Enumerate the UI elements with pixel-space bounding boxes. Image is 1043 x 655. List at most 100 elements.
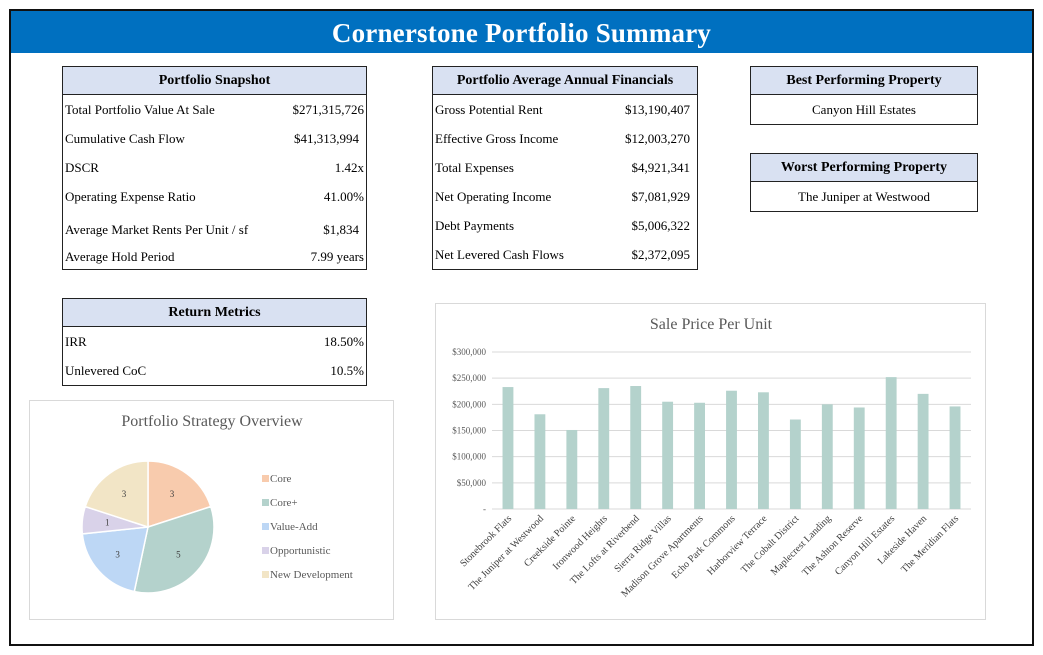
table-row: Unlevered CoC 10.5% — [63, 356, 366, 385]
pie-slice-value-add — [81, 526, 149, 593]
bar — [726, 390, 737, 509]
y-tick-label: $50,000 — [457, 478, 487, 488]
best-property-card: Best Performing Property Canyon Hill Est… — [750, 66, 978, 125]
pie-chart-title: Portfolio Strategy Overview — [121, 413, 303, 430]
row-value: 7.99 years — [310, 249, 364, 264]
table-row: Net Operating Income $7,081,929 — [433, 182, 697, 211]
y-tick-label: $150,000 — [452, 426, 486, 436]
pie-data-label: 3 — [122, 489, 127, 499]
bar — [566, 429, 578, 509]
bar — [694, 402, 705, 509]
bar — [598, 388, 610, 509]
y-tick-label: $200,000 — [452, 399, 486, 409]
row-value: $7,081,929 — [631, 189, 691, 204]
bar — [662, 401, 674, 509]
row-label: Total Expenses — [435, 160, 514, 175]
legend-label: Value-Add — [270, 521, 318, 533]
worst-property-heading: Worst Performing Property — [751, 154, 977, 182]
pie-data-label: 3 — [115, 549, 120, 559]
x-tick-label: The Meridian Flats — [899, 513, 961, 575]
row-value: $2,372,095 — [631, 247, 691, 262]
strategy-pie-svg: Portfolio Strategy Overview 3 5 3 1 3 Core Co… — [81, 413, 353, 594]
best-property-value: Canyon Hill Estates — [812, 102, 916, 117]
legend-swatch — [262, 523, 269, 530]
table-row: Average Market Rents Per Unit / sf $1,834 — [63, 211, 366, 244]
row-value: 10.5% — [330, 363, 364, 378]
pie-slice-core — [147, 460, 212, 529]
table-row: IRR 18.50% — [63, 327, 366, 356]
return-metrics-card: Return Metrics IRR 18.50% Unlevered CoC 10… — [62, 298, 367, 386]
table-row: Average Hold Period 7.99 years — [63, 244, 366, 269]
row-value: $4,921,341 — [631, 160, 691, 175]
legend-label: New Development — [270, 569, 353, 581]
bar-chart-title: Sale Price Per Unit — [650, 316, 773, 333]
table-row: DSCR 1.42x — [63, 153, 366, 182]
y-tick-label: $300,000 — [452, 347, 486, 357]
legend-swatch — [262, 475, 269, 482]
bar — [789, 419, 801, 509]
row-label: Gross Potential Rent — [435, 102, 543, 117]
table-row: Gross Potential Rent $13,190,407 — [433, 95, 697, 124]
row-label: Effective Gross Income — [435, 131, 559, 146]
legend-label: Core+ — [270, 497, 298, 509]
row-label: Cumulative Cash Flow — [65, 131, 185, 146]
strategy-pie-chart: Portfolio Strategy Overview 3 5 3 1 3 Core Co… — [29, 400, 394, 620]
row-value: 41.00% — [323, 189, 364, 204]
y-tick-label: - — [483, 504, 486, 514]
pie-data-label: 1 — [105, 518, 110, 528]
y-tick-label: $250,000 — [452, 373, 486, 383]
worst-property-card: Worst Performing Property The Juniper at… — [750, 153, 978, 212]
row-value: $271,315,726 — [292, 102, 365, 117]
bar — [853, 407, 865, 509]
annual-financials-card: Portfolio Average Annual Financials Gros… — [432, 66, 698, 270]
row-label: Average Hold Period — [65, 249, 175, 264]
row-label: Net Operating Income — [435, 189, 552, 204]
bar — [917, 393, 929, 509]
x-tick-label: Harborview Terrace — [705, 513, 770, 578]
row-value: 18.50% — [323, 334, 364, 349]
best-property-heading: Best Performing Property — [751, 67, 977, 95]
legend-label: Opportunistic — [270, 545, 331, 557]
y-tick-label: $100,000 — [452, 452, 486, 462]
x-tick-label: Maplecrest Landing — [769, 513, 834, 578]
row-label: Net Levered Cash Flows — [435, 247, 564, 262]
row-value: $13,190,407 — [625, 102, 690, 117]
legend-swatch — [262, 499, 269, 506]
row-value: $1,834 — [323, 222, 359, 237]
table-row: Cumulative Cash Flow $41,313,994 — [63, 124, 366, 153]
annual-financials-heading: Portfolio Average Annual Financials — [433, 67, 697, 95]
pie-data-label: 5 — [176, 549, 181, 559]
bar — [758, 392, 769, 509]
sale-price-bar-svg: Sale Price Per Unit - $50,000 $100,000 $150… — [452, 316, 971, 600]
bar — [821, 404, 833, 509]
row-value: $5,006,322 — [631, 218, 691, 233]
table-row: Debt Payments $5,006,322 — [433, 211, 697, 240]
portfolio-snapshot-heading: Portfolio Snapshot — [63, 67, 366, 95]
sale-price-bar-chart: Sale Price Per Unit - $50,000 $100,000 $150… — [435, 303, 986, 620]
x-tick-label: Canyon Hill Estates — [833, 513, 897, 577]
legend-label: Core — [270, 473, 292, 485]
table-row: Effective Gross Income $12,003,270 — [433, 124, 697, 153]
bar — [502, 387, 514, 509]
return-metrics-heading: Return Metrics — [63, 299, 366, 327]
bar — [534, 414, 546, 509]
x-tick-label: Ironwood Heights — [551, 513, 610, 572]
table-row: Total Expenses $4,921,341 — [433, 153, 697, 182]
bar — [885, 377, 897, 509]
x-tick-label: Sierra Ridge Villas — [612, 513, 674, 575]
bar — [949, 406, 961, 509]
legend-swatch — [262, 547, 269, 554]
portfolio-snapshot-card: Portfolio Snapshot Total Portfolio Value… — [62, 66, 367, 270]
row-label: DSCR — [65, 160, 99, 175]
row-label: Operating Expense Ratio — [65, 189, 196, 204]
row-label: Total Portfolio Value At Sale — [65, 102, 215, 117]
x-tick-label: The Cobalt District — [739, 513, 802, 576]
row-value: $41,313,994 — [294, 131, 359, 146]
row-label: Average Market Rents Per Unit / sf — [65, 222, 249, 237]
legend-swatch — [262, 571, 269, 578]
worst-property-value: The Juniper at Westwood — [798, 189, 930, 204]
table-row: Total Portfolio Value At Sale $271,315,72… — [63, 95, 366, 124]
dashboard-frame: Cornerstone Portfolio Summary — [9, 9, 1034, 646]
page-title: Cornerstone Portfolio Summary — [11, 11, 1032, 53]
row-value: $12,003,270 — [625, 131, 690, 146]
